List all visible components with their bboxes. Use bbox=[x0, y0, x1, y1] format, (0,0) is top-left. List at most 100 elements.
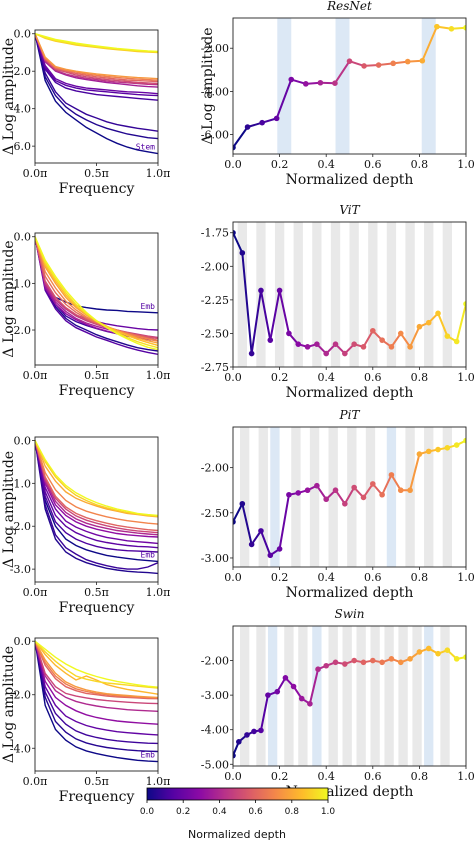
x-tick-label-1: 0.5π bbox=[84, 775, 109, 788]
data-point-15 bbox=[370, 481, 376, 487]
data-point-12 bbox=[405, 59, 411, 65]
x-tick-label-1: 0.2 bbox=[271, 770, 289, 783]
data-point-15 bbox=[449, 26, 455, 32]
x-tick-label-1: 0.2 bbox=[271, 158, 289, 171]
data-point-14 bbox=[361, 495, 367, 501]
x-tick-label-4: 0.8 bbox=[411, 770, 429, 783]
series-lines bbox=[35, 440, 158, 573]
y-tick-label-3: -5.00 bbox=[201, 758, 229, 771]
y-axis-label: Δ Log amplitude bbox=[1, 240, 17, 357]
y-axis-label: Δ Log amplitude bbox=[1, 38, 17, 155]
colorbar-tick-label-5: 1.0 bbox=[321, 807, 336, 817]
data-point-7 bbox=[295, 341, 301, 347]
series-line-4 bbox=[35, 237, 158, 330]
data-point-21 bbox=[426, 320, 432, 326]
data-point-8 bbox=[305, 487, 311, 493]
colorbar-tick-label-0: 0.0 bbox=[140, 807, 155, 817]
data-point-9 bbox=[299, 696, 305, 702]
data-point-14 bbox=[434, 24, 440, 30]
x-tick-label-2: 1.0π bbox=[146, 586, 171, 599]
x-tick-label-0: 0.0 bbox=[224, 571, 242, 584]
y-tick-label-0: -1.75 bbox=[201, 227, 229, 240]
line-segment-0 bbox=[233, 127, 248, 148]
shaded-band-0 bbox=[240, 427, 249, 567]
x-axis-label: Frequency bbox=[59, 600, 135, 616]
chart-title: Swin bbox=[334, 607, 364, 621]
data-point-12 bbox=[342, 501, 348, 507]
series-line-13 bbox=[35, 34, 158, 52]
data-point-11 bbox=[333, 341, 339, 347]
data-point-18 bbox=[379, 659, 385, 665]
series-lines bbox=[35, 641, 158, 761]
x-tick-label-3: 0.6 bbox=[364, 371, 382, 384]
data-point-11 bbox=[390, 61, 396, 67]
series-annotation: Emb bbox=[141, 550, 156, 559]
shaded-band-10 bbox=[424, 222, 433, 367]
data-point-20 bbox=[417, 324, 423, 330]
y-tick-label-3: -2.50 bbox=[201, 327, 229, 340]
shaded-band-6 bbox=[329, 626, 338, 766]
x-tick-label-2: 0.4 bbox=[317, 770, 335, 783]
series-annotation: Stem bbox=[136, 143, 155, 152]
data-point-5 bbox=[303, 81, 309, 87]
data-point-14 bbox=[342, 661, 348, 667]
data-point-5 bbox=[277, 546, 283, 552]
x-tick-label-2: 0.4 bbox=[317, 158, 335, 171]
series-line-13 bbox=[35, 237, 158, 348]
shaded-band-11 bbox=[398, 626, 407, 766]
data-point-17 bbox=[370, 658, 376, 664]
data-point-5 bbox=[277, 288, 283, 294]
data-point-4 bbox=[258, 728, 264, 734]
x-tick-label-1: 0.5π bbox=[84, 586, 109, 599]
data-point-18 bbox=[398, 487, 404, 493]
shaded-band-1 bbox=[256, 626, 265, 766]
chart-title: PiT bbox=[339, 408, 361, 422]
y-axis-label: Δ Log amplitude bbox=[1, 646, 17, 763]
colorbar-label: Normalized depth bbox=[188, 828, 286, 841]
data-point-6 bbox=[274, 689, 280, 695]
series-line-4 bbox=[35, 641, 158, 724]
data-point-7 bbox=[283, 675, 289, 681]
x-tick-label-0: 0.0π bbox=[23, 775, 48, 788]
x-tick-label-3: 0.6 bbox=[364, 571, 382, 584]
chart-title: ResNet bbox=[326, 0, 372, 13]
shaded-band-8 bbox=[387, 427, 396, 567]
data-point-4 bbox=[267, 337, 273, 343]
x-tick-label-4: 0.8 bbox=[411, 371, 429, 384]
shaded-band-1 bbox=[336, 18, 350, 154]
data-point-4 bbox=[267, 552, 273, 558]
data-point-14 bbox=[361, 344, 367, 350]
data-point-10 bbox=[376, 62, 382, 68]
y-tick-label-2: -2.25 bbox=[201, 294, 229, 307]
x-tick-label-4: 0.8 bbox=[411, 158, 429, 171]
data-point-9 bbox=[314, 341, 320, 347]
y-axis-label: Δ Log amplitude bbox=[1, 451, 17, 568]
data-point-1 bbox=[236, 739, 242, 745]
x-tick-label-0: 0.0π bbox=[23, 369, 48, 382]
data-point-24 bbox=[454, 442, 460, 448]
data-point-10 bbox=[323, 351, 329, 357]
data-point-10 bbox=[323, 496, 329, 502]
data-point-8 bbox=[347, 58, 353, 64]
x-axis-label: Normalized depth bbox=[286, 385, 414, 401]
shaded-band-3 bbox=[291, 427, 300, 567]
x-tick-label-4: 0.8 bbox=[411, 571, 429, 584]
x-tick-label-2: 1.0π bbox=[146, 167, 171, 180]
x-tick-label-5: 1.0 bbox=[457, 770, 474, 783]
x-axis-label: Normalized depth bbox=[286, 585, 414, 601]
x-tick-label-5: 1.0 bbox=[457, 571, 474, 584]
y-tick-label-1: -2.50 bbox=[201, 507, 229, 520]
x-tick-label-2: 0.4 bbox=[317, 571, 335, 584]
colorbar-tick-label-4: 0.8 bbox=[285, 807, 300, 817]
data-point-24 bbox=[454, 339, 460, 345]
data-point-3 bbox=[258, 288, 264, 294]
x-tick-label-2: 0.4 bbox=[317, 371, 335, 384]
x-tick-label-2: 1.0π bbox=[146, 369, 171, 382]
data-point-13 bbox=[333, 659, 339, 665]
